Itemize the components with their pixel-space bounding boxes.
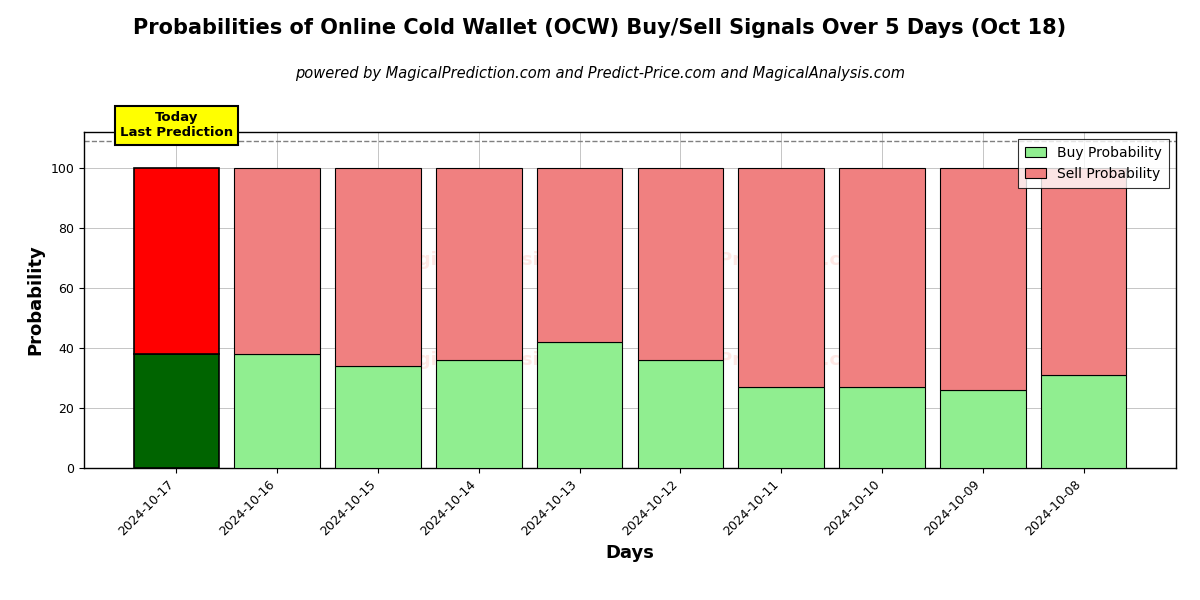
Bar xyxy=(839,387,925,468)
Bar xyxy=(536,342,623,468)
X-axis label: Days: Days xyxy=(606,544,654,562)
Bar xyxy=(1040,375,1127,468)
Text: Probabilities of Online Cold Wallet (OCW) Buy/Sell Signals Over 5 Days (Oct 18): Probabilities of Online Cold Wallet (OCW… xyxy=(133,18,1067,38)
Bar xyxy=(335,168,421,366)
Bar xyxy=(940,168,1026,390)
Bar xyxy=(637,360,724,468)
Bar xyxy=(133,354,220,468)
Bar xyxy=(234,354,320,468)
Bar xyxy=(234,168,320,354)
Bar xyxy=(436,360,522,468)
Bar xyxy=(436,168,522,360)
Bar xyxy=(637,168,724,360)
Text: Today
Last Prediction: Today Last Prediction xyxy=(120,112,233,139)
Bar xyxy=(536,168,623,342)
Bar xyxy=(335,366,421,468)
Text: MagicalAnalysis.com       MagicalPrediction.com: MagicalAnalysis.com MagicalPrediction.co… xyxy=(389,251,871,269)
Bar xyxy=(738,387,824,468)
Text: powered by MagicalPrediction.com and Predict-Price.com and MagicalAnalysis.com: powered by MagicalPrediction.com and Pre… xyxy=(295,66,905,81)
Bar xyxy=(940,390,1026,468)
Legend: Buy Probability, Sell Probability: Buy Probability, Sell Probability xyxy=(1019,139,1169,188)
Text: MagicalAnalysis.com       MagicalPrediction.com: MagicalAnalysis.com MagicalPrediction.co… xyxy=(389,352,871,370)
Bar xyxy=(133,168,220,354)
Y-axis label: Probability: Probability xyxy=(26,245,44,355)
Bar xyxy=(1040,168,1127,375)
Bar xyxy=(738,168,824,387)
Bar xyxy=(839,168,925,387)
